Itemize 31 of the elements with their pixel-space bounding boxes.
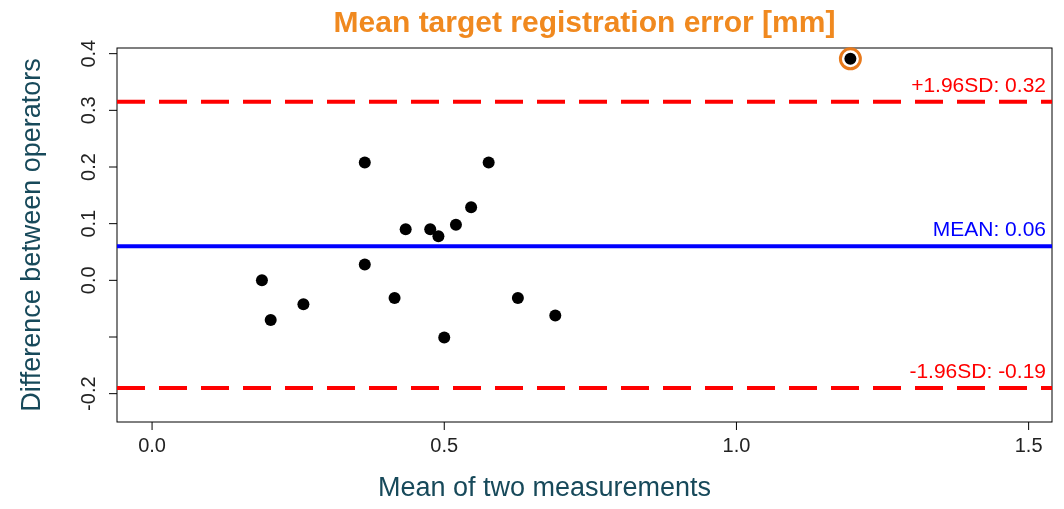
x-tick-label: 0.5 bbox=[430, 434, 459, 456]
point bbox=[264, 314, 277, 326]
y-tick-label: 0.2 bbox=[77, 153, 99, 181]
y-tick-label: 0.3 bbox=[77, 96, 99, 125]
y-tick-label: -0.2 bbox=[77, 376, 99, 411]
chart-title: Mean target registration error [mm] bbox=[333, 5, 836, 38]
point bbox=[388, 291, 401, 304]
x-axis-title: Mean of two measurements bbox=[377, 472, 712, 502]
point bbox=[449, 218, 462, 231]
point bbox=[511, 291, 524, 304]
point bbox=[358, 258, 371, 271]
ref-line-label: +1.96SD: 0.32 bbox=[911, 72, 1046, 96]
point bbox=[424, 223, 437, 236]
x-tick-label: 1.5 bbox=[1014, 434, 1043, 456]
point bbox=[465, 201, 478, 214]
x-tick-label: 0.0 bbox=[138, 434, 166, 456]
point bbox=[482, 156, 495, 169]
y-tick-label: 0.1 bbox=[77, 209, 99, 238]
point bbox=[399, 223, 412, 236]
point bbox=[549, 309, 562, 322]
point bbox=[438, 331, 451, 344]
ref-line-label: MEAN: 0.06 bbox=[932, 217, 1046, 241]
y-tick-label: 0.0 bbox=[77, 266, 99, 295]
y-axis-title: Difference between operators bbox=[16, 58, 46, 412]
point bbox=[297, 298, 310, 311]
ref-line-label: -1.96SD: -0.19 bbox=[909, 359, 1046, 382]
y-tick-label: 0.4 bbox=[77, 39, 99, 68]
point bbox=[432, 230, 445, 243]
x-tick-label: 1.0 bbox=[722, 434, 751, 456]
point bbox=[255, 274, 268, 287]
point bbox=[358, 156, 371, 169]
